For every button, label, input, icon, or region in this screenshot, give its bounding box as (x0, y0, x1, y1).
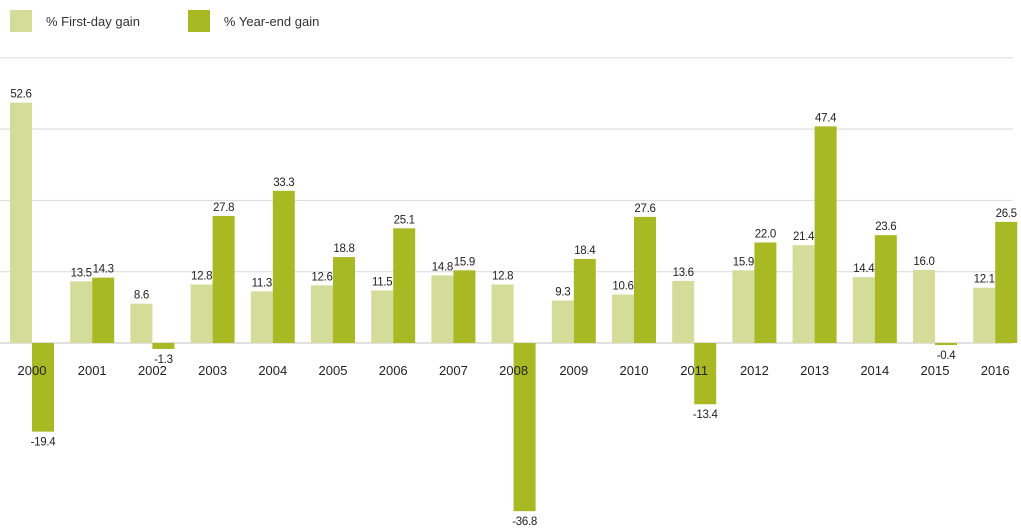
first-day-bar-2015[interactable] (913, 269, 935, 343)
first-day-bar-2012[interactable] (732, 270, 755, 343)
first-day-bar-2016[interactable] (973, 287, 996, 343)
first-day-bar-2005[interactable] (311, 285, 333, 343)
x-tick-2003: 2003 (198, 363, 227, 378)
x-tick-2006: 2006 (379, 363, 408, 378)
year-end-label-2008: -36.8 (512, 516, 537, 528)
year-end-bar-2016[interactable] (995, 221, 1018, 343)
first-day-label-2013: 21.4 (793, 231, 815, 243)
year-end-swatch (187, 10, 210, 32)
first-day-label-2009: 9.3 (555, 286, 570, 298)
first-day-bar-2014[interactable] (852, 277, 875, 343)
year-end-bar-2008[interactable] (513, 343, 536, 512)
first-day-label-2004: 11.3 (252, 277, 272, 289)
x-tick-2011: 2011 (680, 363, 708, 378)
year-end-bar-2009[interactable] (573, 258, 596, 343)
year-end-bar-2014[interactable] (874, 235, 897, 343)
first-day-label-2015: 16.0 (913, 256, 934, 268)
year-end-label-2004: 33.3 (273, 177, 294, 189)
legend: % First-day gain % Year-end gain (10, 10, 367, 32)
year-end-label-2016: 26.5 (996, 208, 1017, 220)
year-end-label-2000: -19.4 (31, 437, 57, 449)
year-end-bar-2011[interactable] (694, 343, 717, 405)
year-end-bar-2002[interactable] (152, 343, 175, 349)
x-tick-2001: 2001 (78, 363, 107, 378)
year-end-label-2012: 22.0 (755, 228, 776, 240)
x-tick-2013: 2013 (800, 363, 829, 378)
first-day-bar-2011[interactable] (672, 280, 695, 343)
year-end-bar-2006[interactable] (393, 228, 416, 343)
first-day-label-2000: 52.6 (10, 89, 31, 101)
year-end-bar-2012[interactable] (754, 242, 777, 343)
year-end-label-2002: -1.3 (154, 354, 173, 366)
x-tick-2008: 2008 (499, 363, 528, 378)
year-end-label-2015: -0.4 (937, 350, 957, 362)
first-day-label-2010: 10.6 (612, 281, 633, 293)
x-tick-2000: 2000 (18, 363, 47, 378)
year-end-label-2007: 15.9 (454, 256, 475, 268)
first-day-bar-2009[interactable] (551, 300, 574, 343)
first-day-label-2012: 15.9 (733, 256, 754, 268)
first-day-label-2002: 8.6 (134, 290, 149, 302)
x-tick-2002: 2002 (138, 363, 167, 378)
x-tick-2005: 2005 (319, 363, 348, 378)
year-end-label-2014: 23.6 (875, 221, 896, 233)
first-day-swatch (10, 10, 32, 32)
first-day-label-2006: 11.5 (372, 276, 392, 288)
year-end-bar-2010[interactable] (634, 216, 656, 343)
year-end-label-2010: 27.6 (634, 203, 655, 215)
year-end-bar-2015[interactable] (935, 343, 957, 345)
first-day-bar-2002[interactable] (130, 303, 153, 343)
year-end-bar-2007[interactable] (453, 270, 476, 343)
first-day-label-2016: 12.1 (974, 274, 995, 286)
x-tick-2010: 2010 (620, 363, 649, 378)
first-day-label-2011: 13.6 (673, 267, 694, 279)
legend-label-first-day: % First-day gain (46, 13, 140, 29)
first-day-label-2001: 13.5 (71, 267, 92, 279)
year-end-label-2003: 27.8 (213, 202, 234, 214)
year-end-label-2005: 18.8 (333, 243, 354, 255)
year-end-label-2001: 14.3 (93, 264, 114, 276)
legend-item-year-end[interactable]: % Year-end gain (187, 10, 320, 32)
first-day-bar-2000[interactable] (10, 102, 32, 343)
first-day-bar-2004[interactable] (250, 291, 273, 343)
first-day-label-2005: 12.6 (311, 271, 332, 283)
first-day-label-2007: 14.8 (432, 261, 453, 273)
year-end-bar-2005[interactable] (333, 257, 355, 343)
x-tick-2016: 2016 (981, 363, 1010, 378)
x-tick-2015: 2015 (921, 363, 950, 378)
first-day-label-2008: 12.8 (492, 271, 513, 283)
x-tick-2009: 2009 (559, 363, 588, 378)
year-end-bar-2013[interactable] (814, 126, 837, 343)
year-end-bar-2001[interactable] (92, 277, 115, 343)
x-tick-2004: 2004 (258, 363, 287, 378)
year-end-bar-2000[interactable] (32, 343, 54, 432)
year-end-bar-2004[interactable] (272, 190, 295, 343)
first-day-bar-2013[interactable] (792, 245, 815, 343)
first-day-label-2003: 12.8 (191, 271, 212, 283)
first-day-bar-2010[interactable] (612, 294, 634, 343)
first-day-bar-2003[interactable] (190, 284, 213, 343)
year-end-label-2009: 18.4 (574, 245, 596, 257)
first-day-bar-2007[interactable] (431, 275, 454, 343)
first-day-label-2014: 14.4 (853, 263, 875, 275)
year-end-label-2013: 47.4 (815, 112, 837, 124)
x-tick-2007: 2007 (439, 363, 468, 378)
x-tick-2012: 2012 (740, 363, 769, 378)
year-end-bar-2003[interactable] (212, 215, 235, 343)
first-day-bar-2006[interactable] (371, 290, 394, 343)
legend-label-year-end: % Year-end gain (223, 13, 320, 29)
x-tick-2014: 2014 (860, 363, 889, 378)
year-end-label-2011: -13.4 (693, 409, 719, 421)
first-day-bar-2008[interactable] (491, 284, 514, 343)
first-day-bar-2001[interactable] (70, 281, 93, 343)
year-end-label-2006: 25.1 (394, 214, 415, 226)
legend-item-first-day[interactable]: % First-day gain (10, 10, 140, 32)
